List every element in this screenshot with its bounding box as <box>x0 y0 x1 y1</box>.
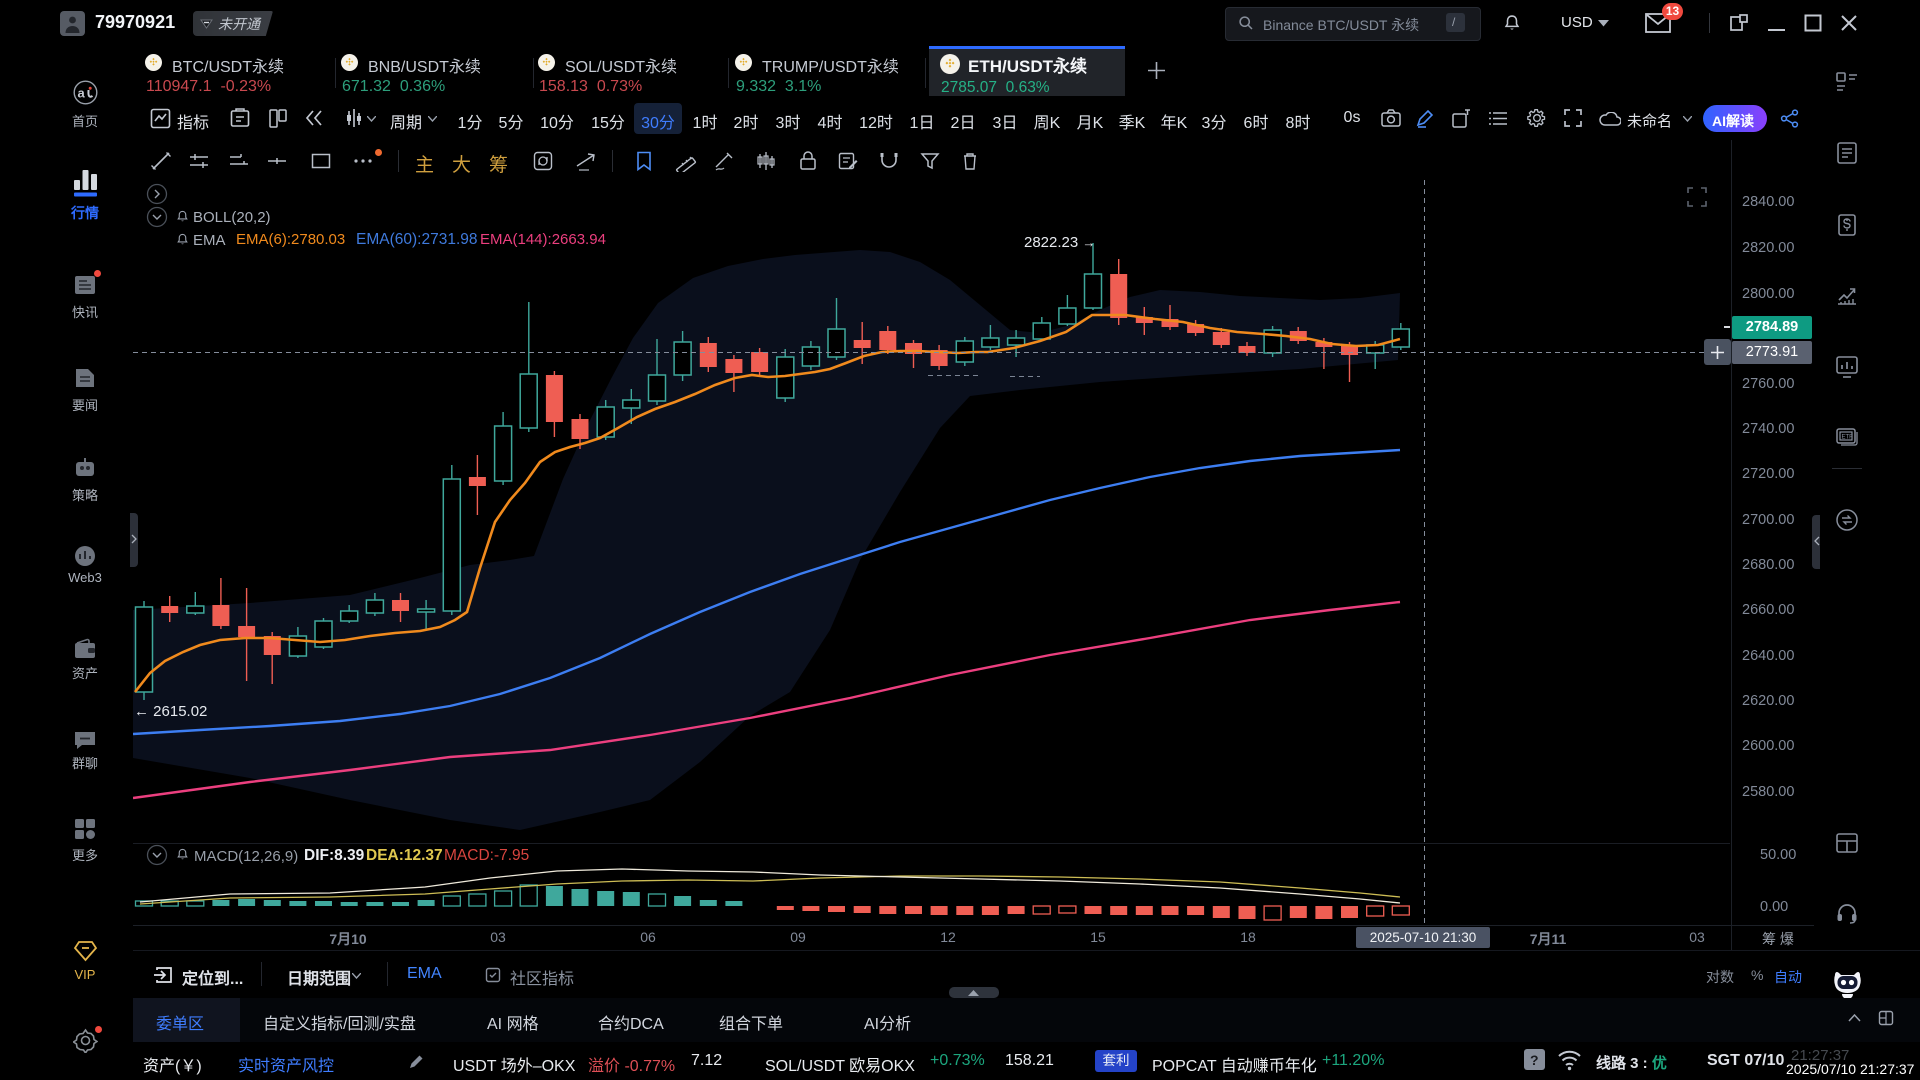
svg-text:ETF: ETF <box>1842 435 1854 441</box>
svg-text:a: a <box>78 86 86 101</box>
